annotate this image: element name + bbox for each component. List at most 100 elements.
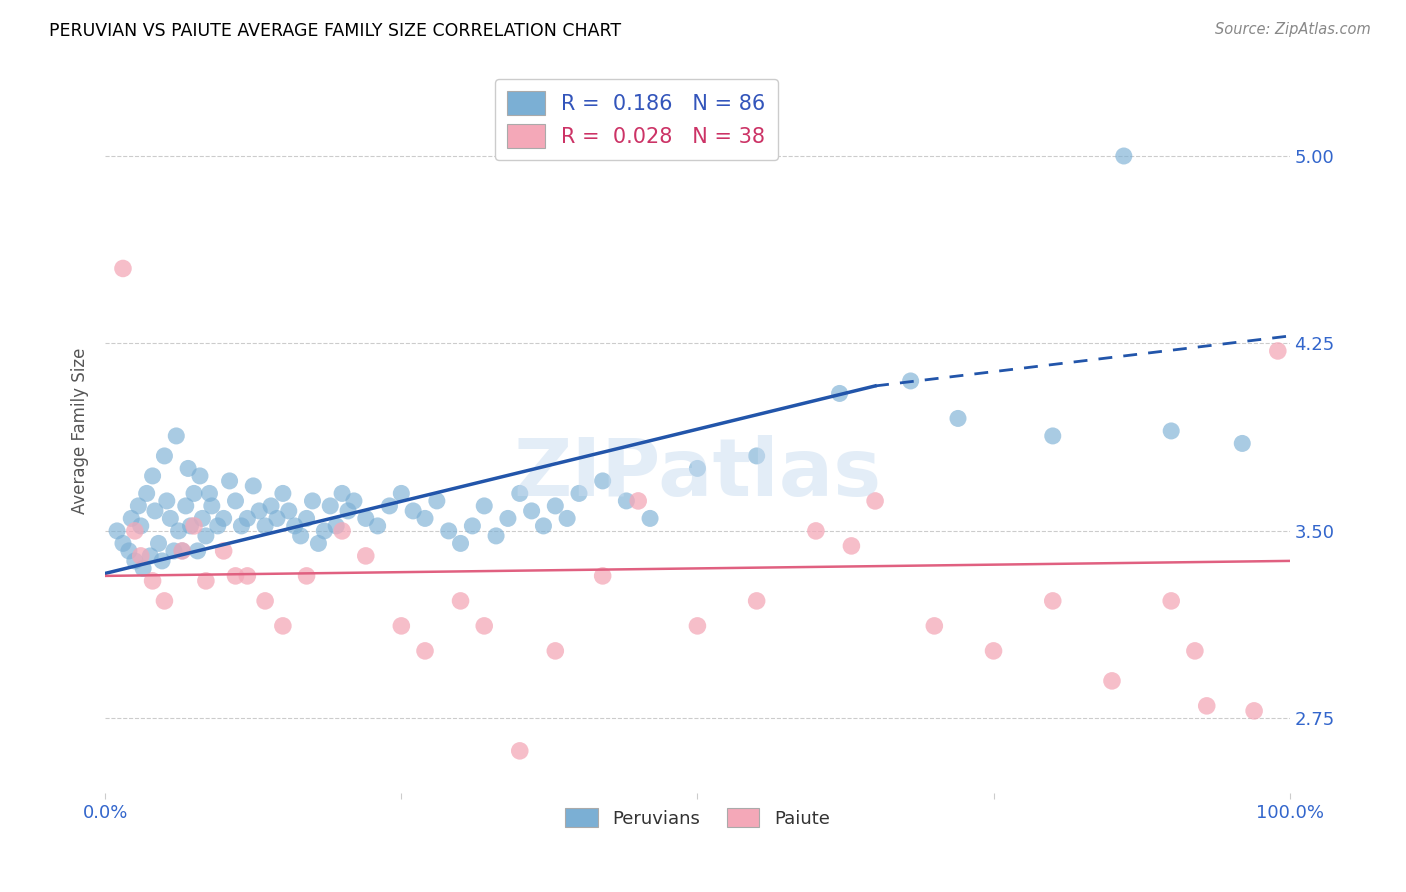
- Point: [129, 549, 152, 563]
- Point: [212, 511, 235, 525]
- Point: [592, 474, 614, 488]
- Point: [330, 524, 353, 538]
- Point: [378, 499, 401, 513]
- Point: [592, 569, 614, 583]
- Point: [143, 504, 166, 518]
- Point: [254, 519, 277, 533]
- Point: [1195, 698, 1218, 713]
- Point: [841, 539, 863, 553]
- Text: ZIPatlas: ZIPatlas: [513, 435, 882, 514]
- Text: Source: ZipAtlas.com: Source: ZipAtlas.com: [1215, 22, 1371, 37]
- Point: [111, 536, 134, 550]
- Point: [1160, 424, 1182, 438]
- Point: [224, 494, 246, 508]
- Point: [187, 544, 209, 558]
- Point: [1184, 644, 1206, 658]
- Point: [271, 619, 294, 633]
- Point: [544, 499, 567, 513]
- Point: [132, 561, 155, 575]
- Point: [156, 494, 179, 508]
- Point: [389, 619, 412, 633]
- Point: [236, 511, 259, 525]
- Point: [314, 524, 336, 538]
- Point: [354, 549, 377, 563]
- Point: [266, 511, 288, 525]
- Point: [111, 261, 134, 276]
- Point: [159, 511, 181, 525]
- Point: [142, 574, 165, 588]
- Point: [325, 519, 347, 533]
- Point: [212, 544, 235, 558]
- Point: [150, 554, 173, 568]
- Point: [544, 644, 567, 658]
- Point: [174, 499, 197, 513]
- Point: [194, 529, 217, 543]
- Point: [1232, 436, 1254, 450]
- Point: [139, 549, 162, 563]
- Point: [413, 644, 436, 658]
- Point: [254, 594, 277, 608]
- Point: [165, 429, 187, 443]
- Point: [118, 544, 141, 558]
- Point: [207, 519, 229, 533]
- Point: [343, 494, 366, 508]
- Point: [686, 619, 709, 633]
- Point: [485, 529, 508, 543]
- Point: [218, 474, 240, 488]
- Point: [127, 499, 149, 513]
- Point: [900, 374, 922, 388]
- Point: [450, 594, 472, 608]
- Point: [191, 511, 214, 525]
- Point: [496, 511, 519, 525]
- Point: [142, 469, 165, 483]
- Point: [236, 569, 259, 583]
- Y-axis label: Average Family Size: Average Family Size: [72, 348, 89, 514]
- Point: [247, 504, 270, 518]
- Point: [153, 594, 176, 608]
- Point: [1112, 149, 1135, 163]
- Point: [167, 524, 190, 538]
- Point: [520, 504, 543, 518]
- Point: [354, 511, 377, 525]
- Point: [437, 524, 460, 538]
- Point: [153, 449, 176, 463]
- Point: [627, 494, 650, 508]
- Point: [129, 519, 152, 533]
- Point: [461, 519, 484, 533]
- Point: [307, 536, 329, 550]
- Point: [163, 544, 186, 558]
- Point: [290, 529, 312, 543]
- Point: [413, 511, 436, 525]
- Point: [472, 619, 495, 633]
- Text: PERUVIAN VS PAIUTE AVERAGE FAMILY SIZE CORRELATION CHART: PERUVIAN VS PAIUTE AVERAGE FAMILY SIZE C…: [49, 22, 621, 40]
- Point: [120, 511, 142, 525]
- Point: [231, 519, 253, 533]
- Point: [828, 386, 851, 401]
- Point: [686, 461, 709, 475]
- Point: [1243, 704, 1265, 718]
- Point: [389, 486, 412, 500]
- Point: [426, 494, 449, 508]
- Point: [201, 499, 224, 513]
- Legend: Peruvians, Paiute: Peruvians, Paiute: [558, 801, 837, 835]
- Point: [124, 524, 146, 538]
- Point: [614, 494, 637, 508]
- Point: [983, 644, 1005, 658]
- Point: [745, 594, 768, 608]
- Point: [295, 569, 318, 583]
- Point: [1267, 343, 1289, 358]
- Point: [177, 461, 200, 475]
- Point: [638, 511, 661, 525]
- Point: [295, 511, 318, 525]
- Point: [337, 504, 360, 518]
- Point: [568, 486, 591, 500]
- Point: [271, 486, 294, 500]
- Point: [402, 504, 425, 518]
- Point: [555, 511, 578, 525]
- Point: [172, 544, 194, 558]
- Point: [924, 619, 946, 633]
- Point: [367, 519, 389, 533]
- Point: [509, 744, 531, 758]
- Point: [198, 486, 221, 500]
- Point: [277, 504, 299, 518]
